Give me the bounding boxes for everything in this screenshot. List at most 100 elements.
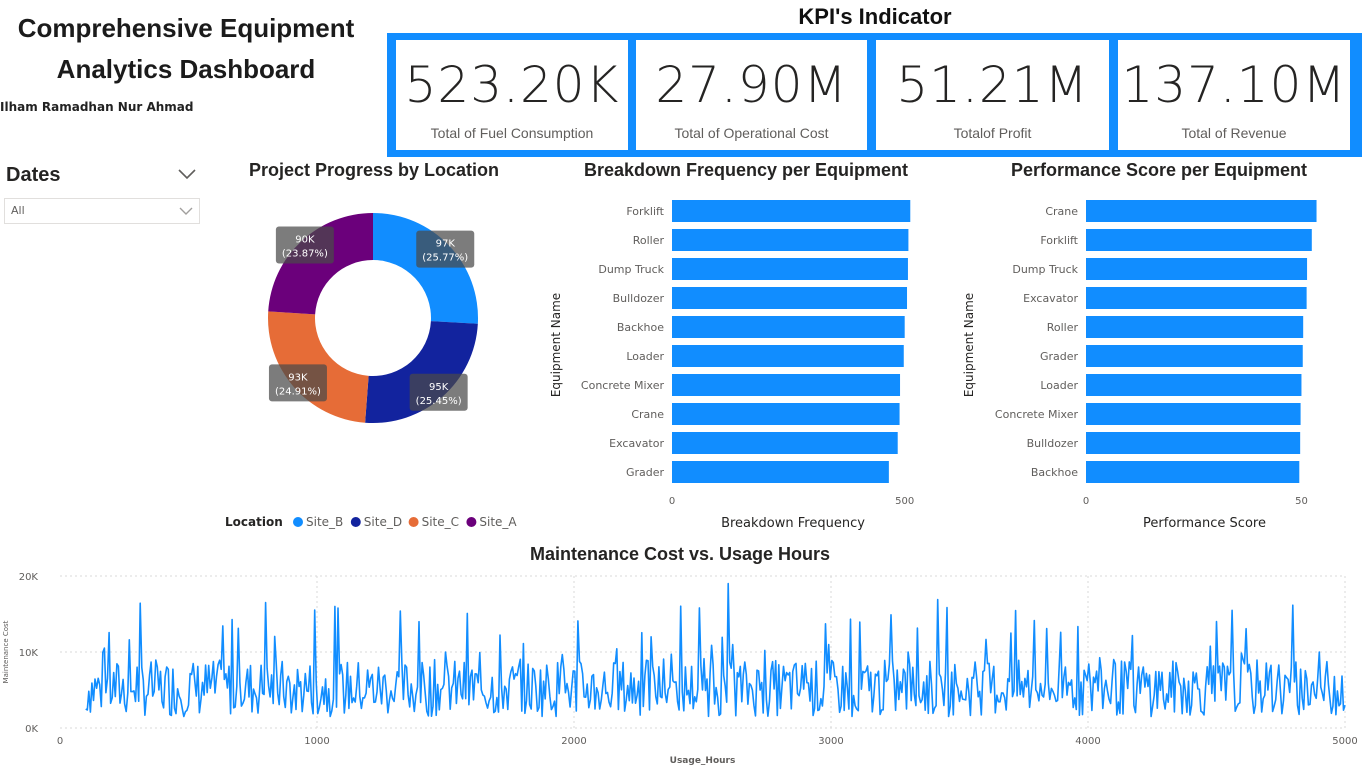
bar-backhoe[interactable]: [672, 316, 905, 338]
category-label: Forklift: [1040, 234, 1078, 247]
bar-loader[interactable]: [672, 345, 904, 367]
y-tick-label: 0K: [25, 724, 38, 735]
x-tick-label: 0: [1083, 496, 1089, 507]
y-tick-label: 20K: [19, 572, 39, 583]
bar-backhoe[interactable]: [1086, 461, 1300, 483]
bar-excavator[interactable]: [1086, 287, 1307, 309]
y-axis-label: Equipment Name: [962, 293, 976, 397]
dashboard-title-line1: Comprehensive Equipment: [17, 13, 355, 43]
svg-text:(25.45%): (25.45%): [416, 396, 462, 407]
legend-title: Location: [225, 515, 283, 529]
kpi-label-operational-cost: Total of Operational Cost: [674, 125, 829, 141]
category-label: Grader: [626, 466, 665, 479]
kpi-label-profit: Totalof Profit: [953, 125, 1032, 141]
performance-bar-chart: Crane Forklift Dump Truck Excavator Roller Gr…: [962, 200, 1317, 531]
svg-text:Site_B: Site_B: [306, 515, 343, 529]
category-label: Roller: [1047, 321, 1079, 334]
category-label: Crane: [1045, 205, 1078, 218]
dates-slicer-label: Dates: [6, 164, 61, 186]
category-label: Bulldozer: [1027, 437, 1079, 450]
x-tick-label: 5000: [1332, 736, 1357, 747]
bar-forklift[interactable]: [1086, 229, 1312, 251]
kpi-label-fuel: Total of Fuel Consumption: [430, 125, 594, 141]
donut-slice-site-b[interactable]: [373, 213, 478, 324]
svg-text:Site_D: Site_D: [364, 515, 402, 529]
bar-grader[interactable]: [1086, 345, 1303, 367]
bar-bulldozer[interactable]: [1086, 432, 1301, 454]
x-tick-label: 3000: [818, 736, 843, 747]
kpi-heading: KPI's Indicator: [798, 4, 952, 29]
dashboard-title: Comprehensive Equipment Analytics Dashbo…: [0, 8, 372, 90]
legend-item-site-c[interactable]: Site_C: [408, 515, 459, 529]
bar-concrete-mixer[interactable]: [672, 374, 901, 396]
x-tick-label: 1000: [304, 736, 329, 747]
dates-slicer-dropdown[interactable]: All: [4, 198, 200, 224]
donut-slice-site-a[interactable]: [268, 213, 373, 315]
legend-item-site-a[interactable]: Site_A: [466, 515, 517, 529]
category-label: Forklift: [626, 205, 664, 218]
legend-item-site-d[interactable]: Site_D: [350, 515, 402, 529]
category-label: Loader: [1040, 379, 1078, 392]
bar-excavator[interactable]: [672, 432, 898, 454]
bar-crane[interactable]: [672, 403, 900, 425]
author-name: Ilham Ramadhan Nur Ahmad: [0, 100, 194, 114]
kpi-card-operational-cost: 27.90M Total of Operational Cost: [636, 40, 867, 150]
svg-text:95K: 95K: [429, 382, 449, 393]
category-label: Grader: [1040, 350, 1079, 363]
chevron-down-icon: [179, 207, 193, 215]
kpi-label-revenue: Total of Revenue: [1181, 125, 1287, 141]
category-label: Dump Truck: [598, 263, 664, 276]
donut-data-label: 90K (23.87%): [275, 226, 334, 264]
category-label: Excavator: [609, 437, 664, 450]
x-axis-label: Usage_Hours: [670, 756, 736, 766]
legend-item-site-b[interactable]: Site_B: [293, 515, 343, 529]
svg-text:97K: 97K: [436, 239, 456, 250]
donut-data-label: 95K (25.45%): [409, 373, 468, 411]
category-label: Loader: [626, 350, 664, 363]
kpi-value-revenue: 137.10M: [1121, 56, 1347, 114]
donut-data-label: 93K (24.91%): [268, 364, 327, 402]
breakdown-bar-chart: Forklift Roller Dump Truck Bulldozer Backhoe…: [549, 200, 914, 531]
category-label: Concrete Mixer: [995, 408, 1079, 421]
donut-chart-title: Project Progress by Location: [248, 160, 500, 180]
bar-roller[interactable]: [1086, 316, 1304, 338]
bar-bulldozer[interactable]: [672, 287, 908, 309]
kpi-strip: 523.20K Total of Fuel Consumption 27.90M…: [387, 33, 1362, 157]
bar-concrete-mixer[interactable]: [1086, 403, 1301, 425]
kpi-card-revenue: 137.10M Total of Revenue: [1118, 40, 1350, 150]
category-label: Crane: [631, 408, 664, 421]
x-tick-label: 0: [57, 736, 63, 747]
bar-grader[interactable]: [672, 461, 889, 483]
svg-text:(24.91%): (24.91%): [275, 386, 321, 397]
kpi-value-operational-cost: 27.90M: [655, 56, 848, 114]
y-tick-label: 10K: [19, 648, 39, 659]
svg-text:(25.77%): (25.77%): [422, 253, 468, 264]
x-tick-label: 50: [1295, 496, 1308, 507]
dashboard-title-line2: Analytics Dashboard: [56, 54, 316, 84]
x-tick-label: 4000: [1075, 736, 1100, 747]
bar-loader[interactable]: [1086, 374, 1302, 396]
y-axis-label: Equipment Name: [549, 293, 563, 397]
bar-dump-truck[interactable]: [1086, 258, 1308, 280]
bar-roller[interactable]: [672, 229, 909, 251]
category-label: Dump Truck: [1012, 263, 1078, 276]
donut-slice-site-d[interactable]: [365, 321, 478, 423]
performance-chart-title: Performance Score per Equipment: [1010, 160, 1308, 180]
donut-chart: 97K (25.77%) 95K (25.45%) 93K (24.91%) 90K (23.…: [225, 213, 517, 529]
y-axis-label: Maintenance Cost: [2, 620, 10, 683]
x-axis-label: Breakdown Frequency: [721, 516, 865, 531]
kpi-value-fuel: 523.20K: [404, 56, 620, 114]
bar-dump-truck[interactable]: [672, 258, 908, 280]
bar-forklift[interactable]: [672, 200, 911, 222]
category-label: Excavator: [1023, 292, 1078, 305]
x-axis-label: Performance Score: [1143, 516, 1266, 531]
kpi-card-profit: 51.21M Totalof Profit: [876, 40, 1109, 150]
chevron-down-icon[interactable]: [176, 164, 198, 184]
svg-text:(23.87%): (23.87%): [282, 248, 328, 259]
category-label: Backhoe: [617, 321, 664, 334]
bar-crane[interactable]: [1086, 200, 1317, 222]
maintenance-cost-series[interactable]: [85, 582, 1346, 718]
dates-slicer-value: All: [11, 204, 25, 217]
category-label: Bulldozer: [613, 292, 665, 305]
kpi-card-fuel: 523.20K Total of Fuel Consumption: [396, 40, 628, 150]
